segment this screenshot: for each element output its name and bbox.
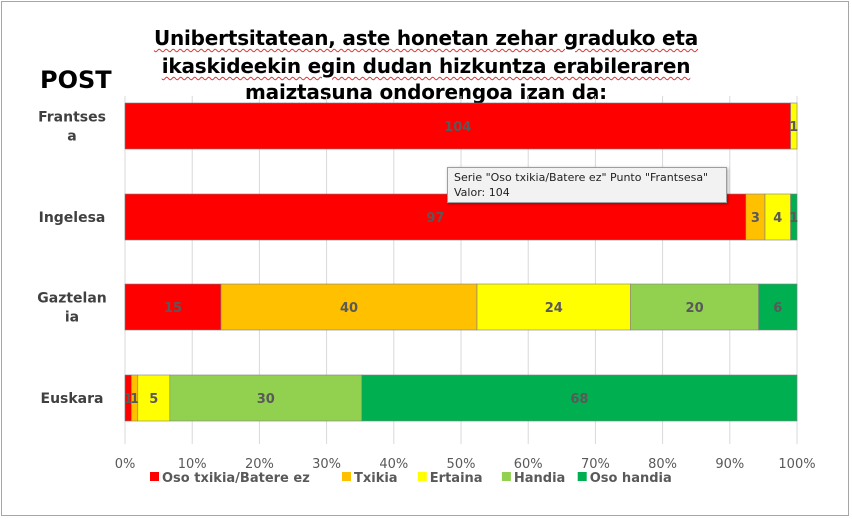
- x-tick-label: 20%: [245, 457, 274, 472]
- category-label: Frantses: [38, 110, 106, 126]
- bar-segment: [790, 102, 798, 150]
- data-label: 20: [686, 301, 704, 316]
- bar-segment: [790, 193, 798, 241]
- bar-segment: [124, 283, 222, 331]
- bar-segment: [361, 374, 798, 422]
- data-label: 1: [124, 392, 133, 407]
- x-tick-label: 10%: [178, 457, 207, 472]
- bar-segment: [220, 283, 478, 331]
- legend-swatch: [577, 472, 587, 481]
- data-label: 40: [340, 301, 358, 316]
- legend-label: Ertaina: [430, 471, 483, 486]
- x-tick-label: 100%: [778, 457, 815, 472]
- x-tick-label: 30%: [312, 457, 341, 472]
- legend-swatch: [342, 472, 351, 481]
- x-tick-label: 0%: [115, 457, 136, 472]
- legend-swatch: [150, 472, 159, 481]
- data-label: 97: [426, 211, 444, 226]
- post-label: POST: [40, 66, 112, 94]
- legend-label: Txikia: [354, 471, 398, 486]
- data-label: 4: [773, 211, 782, 226]
- tooltip-value-line: Valor: 104: [454, 186, 510, 199]
- category-label: Gaztelan: [37, 291, 107, 307]
- legend-label: Oso txikia/Batere ez: [162, 471, 310, 486]
- chart-title-line-3: maiztasuna ondorengoa izan da:: [245, 80, 607, 104]
- bar-segment: [137, 374, 171, 422]
- x-tick-label: 80%: [648, 457, 677, 472]
- data-label: 104: [444, 120, 471, 135]
- data-label: 3: [751, 211, 760, 226]
- bar-segment: [758, 283, 798, 331]
- bar-segment: [124, 102, 791, 150]
- tooltip-series-line: Serie "Oso txikia/Batere ez" Punto "Fran…: [454, 171, 709, 184]
- data-label: 1: [130, 392, 139, 407]
- x-tick-label: 50%: [447, 457, 476, 472]
- data-label: 1: [789, 120, 798, 135]
- bar-segment: [476, 283, 631, 331]
- bar-segment: [764, 193, 791, 241]
- data-label: 15: [164, 301, 182, 316]
- data-label: 68: [570, 392, 588, 407]
- legend-swatch: [501, 472, 511, 481]
- legend-label: Oso handia: [590, 471, 672, 486]
- bar-tooltip: Serie "Oso txikia/Batere ez" Punto "Fran…: [447, 167, 727, 203]
- legend-swatch: [417, 472, 427, 481]
- data-label: 6: [773, 301, 782, 316]
- bar-segment: [169, 374, 363, 422]
- data-label: 1: [789, 211, 798, 226]
- category-label: a: [67, 129, 76, 145]
- category-label: ia: [65, 310, 79, 326]
- data-label: 5: [149, 392, 158, 407]
- x-tick-label: 60%: [514, 457, 543, 472]
- x-tick-label: 70%: [581, 457, 610, 472]
- chart-title-line-1: Unibertsitatean, aste honetan zehar grad…: [153, 26, 699, 50]
- category-label: Euskara: [41, 391, 104, 407]
- legend-label: Handia: [514, 471, 565, 486]
- data-label: 30: [257, 392, 275, 407]
- x-tick-label: 40%: [379, 457, 408, 472]
- category-label: Ingelesa: [39, 210, 106, 226]
- chart-title-line-2: ikaskideekin egin dudan hizkuntza erabil…: [161, 54, 691, 78]
- x-tick-label: 90%: [715, 457, 744, 472]
- data-label: 24: [545, 301, 563, 316]
